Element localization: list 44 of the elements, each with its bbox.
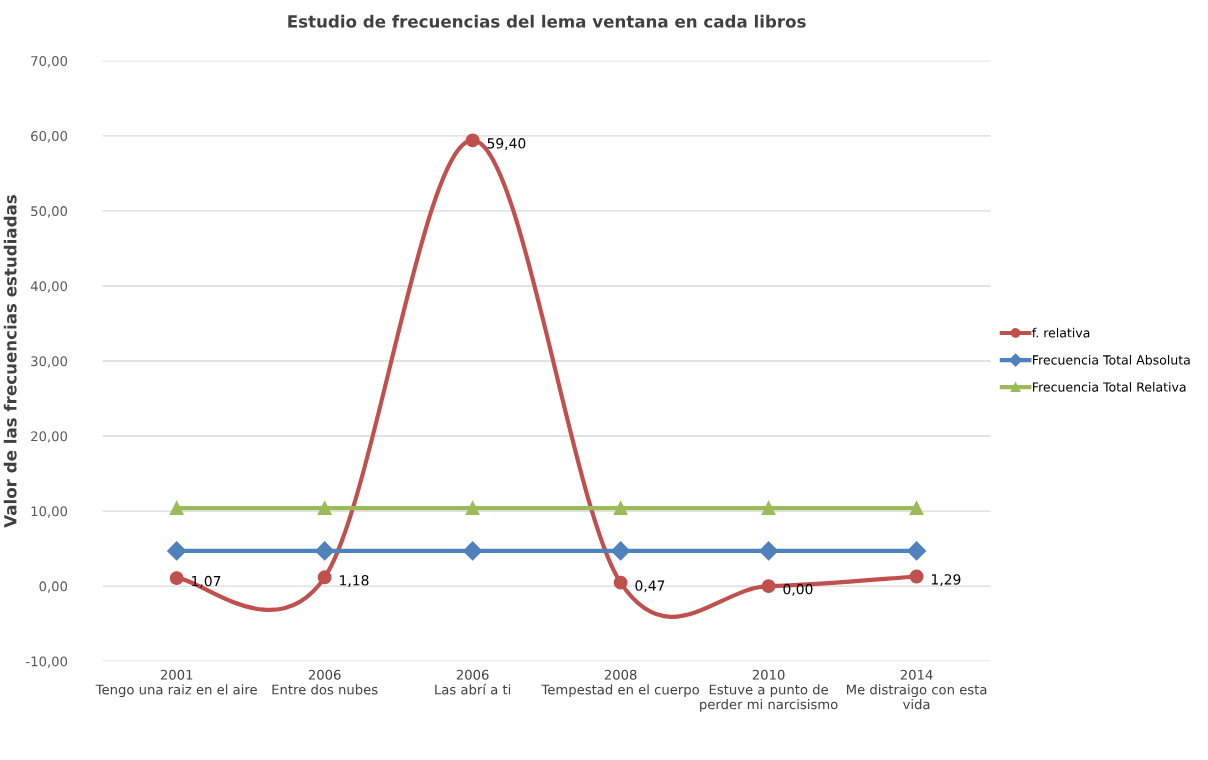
point (315, 541, 335, 561)
y-tick-label: 50,00 (31, 206, 68, 218)
y-tick-label: 0,00 (39, 581, 68, 593)
point (613, 575, 628, 590)
data-label: 0,47 (635, 580, 665, 593)
data-label: 1,07 (192, 575, 221, 588)
x-tick-label: 2010 Estuve a punto de perder mi narcisismo (700, 669, 838, 712)
x-tick-label: 2001 Tengo una raiz en el aire (95, 669, 257, 698)
point (167, 541, 187, 561)
data-label: 59,40 (487, 138, 526, 150)
x-tick-label: 2008 Tempestad en el cuerpo (541, 669, 700, 698)
y-tick-label: 30,00 (31, 356, 68, 368)
y-tick-label: 20,00 (31, 431, 68, 443)
x-tick-label: 2006 Las abrí a ti (435, 669, 511, 695)
point (759, 541, 779, 561)
data-label: 1,18 (340, 574, 369, 587)
point (463, 541, 483, 561)
point (761, 501, 776, 516)
y-tick-label: 40,00 (30, 281, 68, 293)
data-label: 1,29 (931, 574, 961, 587)
point (169, 501, 184, 516)
point (317, 570, 332, 585)
chart-title: Estudio de frecuencias del lema ventana en cada libros (288, 14, 806, 28)
legend-label: Frecuencia Total Relativa (1033, 382, 1186, 392)
legend-label: Frecuencia Total Absoluta (1033, 354, 1190, 365)
point (465, 133, 480, 148)
legend-label: f. relativa (1032, 327, 1090, 338)
y-tick-label: 60,00 (31, 131, 68, 143)
point (613, 501, 628, 516)
point (907, 541, 927, 561)
point (909, 569, 924, 584)
x-tick-label: 2014 Me distraigo con esta vida (847, 669, 987, 710)
y-axis-title: Valor de las frecuencias estudiadas (3, 195, 17, 528)
data-label: 0,00 (783, 583, 813, 596)
y-tick-label: -10,00 (26, 656, 68, 668)
point (611, 541, 631, 561)
x-tick-label: 2006 Entre dos nubes (272, 669, 378, 695)
point (761, 579, 776, 594)
point (317, 501, 332, 516)
point (909, 501, 924, 516)
y-tick-label: 70,00 (31, 56, 68, 68)
point (169, 571, 184, 586)
point (465, 501, 480, 516)
y-tick-label: 10,00 (31, 506, 68, 518)
